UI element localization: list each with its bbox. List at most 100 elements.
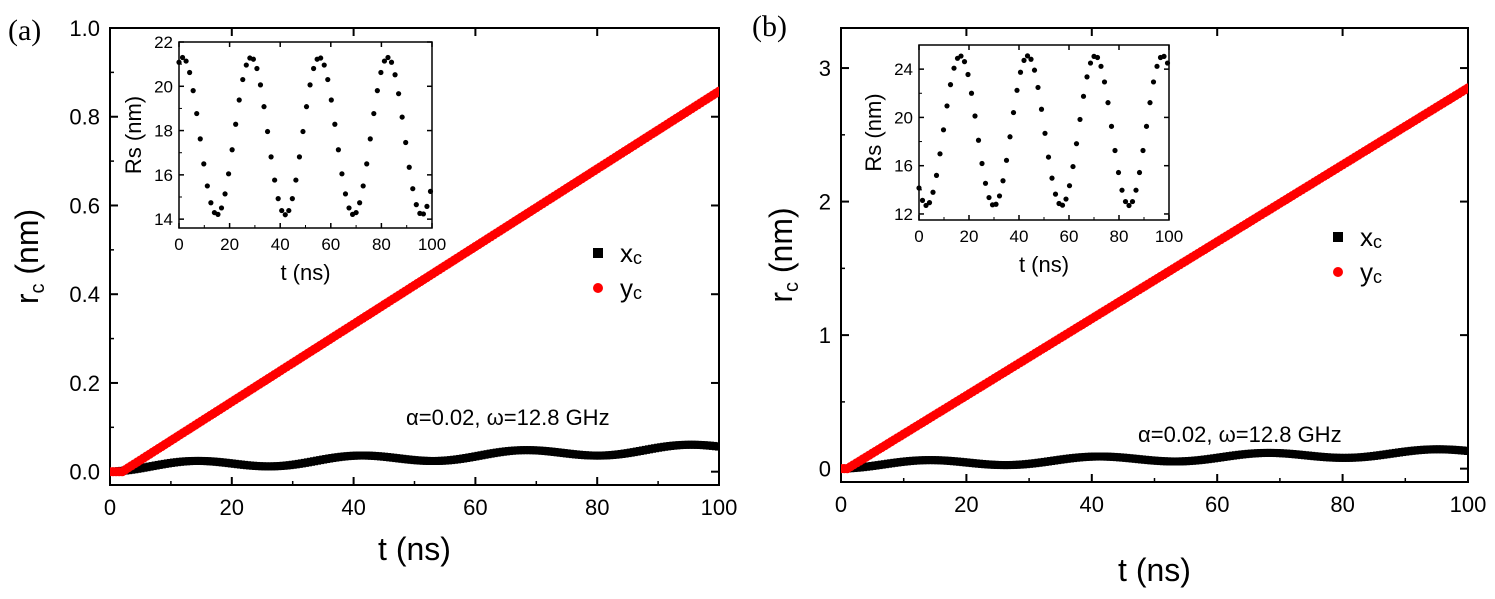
inset-data-point [979,160,985,167]
inset-data-point [282,212,288,218]
inset-data-point [427,188,434,194]
inset-data-point [1003,157,1010,163]
inset-data-point [279,207,285,214]
inset-x-tick-label: 80 [1110,227,1129,246]
inset-y-tick-label: 18 [154,122,173,141]
inset-series-Rs [176,54,434,218]
legend-label: xc [620,238,642,268]
inset-data-point [381,58,388,64]
series-x_c [110,440,719,476]
inset-y-axis-label: Rs (nm) [861,93,886,171]
legend-marker-square [1333,232,1343,242]
x-tick-label: 40 [341,495,365,520]
annotation: α=0.02, ω=12.8 GHz [1138,422,1342,447]
inset-data-point [385,54,391,61]
inset-data-point [1143,123,1150,129]
inset-data-point [413,202,419,208]
inset-chart: 0 20 40 60 80 100 14 16 18 20 22 t (ns) Rs (nm) [121,33,446,285]
inset-data-point [1059,202,1066,208]
inset-data-point [933,172,940,178]
inset-data-point [1087,60,1094,66]
inset-data-point [264,128,271,135]
inset-data-point [410,186,416,192]
inset-data-point [325,76,331,83]
inset-data-point [318,55,324,61]
inset-data-point [371,110,377,117]
inset-data-point [1031,67,1038,73]
inset-data-point [1126,202,1132,209]
inset-data-point [424,203,430,209]
inset-data-point [328,97,334,103]
x-tick-label: 20 [954,492,978,517]
inset-data-point [1024,53,1031,59]
inset-x-tick-label: 20 [960,227,979,246]
inset-data-point [944,103,950,109]
inset-data-point [1017,69,1024,75]
inset-data-point [1150,79,1157,85]
inset-data-point [222,191,228,197]
y-tick-label: 0 [819,457,831,482]
inset-data-point [1084,74,1090,80]
inset-data-point [208,200,214,206]
inset-data-point [194,110,200,117]
inset-data-point [1136,169,1143,176]
legend-label: yc [1360,257,1382,287]
inset-data-point [201,161,207,167]
inset-data-point [240,76,246,83]
inset-data-point [286,207,292,214]
data-area [841,83,1468,474]
inset-y-tick-label: 24 [894,60,913,79]
inset-data-point [965,71,971,78]
inset-y-axis-label: Rs (nm) [121,96,146,174]
inset-data-point [1101,79,1108,85]
x-axis-label: t (ns) [1118,552,1191,588]
inset-data-point [1052,191,1059,197]
inset-data-point [986,194,992,201]
x-tick-label: 100 [701,495,738,520]
inset-data-point [183,58,189,64]
inset-data-point [346,205,352,211]
inset-y-tick-label: 22 [154,33,173,52]
x-tick-label: 20 [220,495,244,520]
panel-label: (a) [8,14,41,47]
inset-data-point [1063,196,1069,202]
inset-data-point [1098,63,1104,69]
inset-frame [178,41,433,229]
inset-x-tick-label: 20 [220,235,239,254]
x-axis-label: t (ns) [378,531,451,567]
inset-data-point [339,171,345,177]
y-tick-label: 0.8 [69,105,100,130]
inset-data-point [218,205,225,211]
legend-marker-circle [593,283,603,293]
x-tick-label: 0 [835,492,847,517]
inset-data-point [1164,60,1171,66]
inset-data-point [254,65,260,72]
inset-x-axis-label: t (ns) [280,260,330,285]
inset-data-point [289,196,295,202]
inset-x-tick-label: 0 [174,235,183,254]
inset-data-point [961,59,968,65]
inset-data-point [396,91,402,97]
inset-data-point [374,88,380,94]
inset-data-point [1028,56,1034,62]
inset-data-point [1161,53,1167,59]
inset-data-point [367,136,373,142]
inset-data-point [275,196,281,202]
inset-data-point [335,147,341,153]
inset-data-point [1140,147,1146,154]
inset-data-point [1014,87,1020,93]
inset-data-point [272,177,278,183]
inset-data-point [972,113,978,119]
y-axis-label: rc (nm) [763,207,803,302]
inset-data-point [406,164,412,170]
inset-data-point [353,209,359,216]
inset-data-point [951,65,957,71]
inset-data-point [261,104,267,110]
series-y_c [110,86,719,477]
inset-data-point [250,56,256,62]
inset-data-point [357,200,363,206]
y-tick-label: 2 [819,190,831,215]
inset-data-point [996,193,1003,199]
